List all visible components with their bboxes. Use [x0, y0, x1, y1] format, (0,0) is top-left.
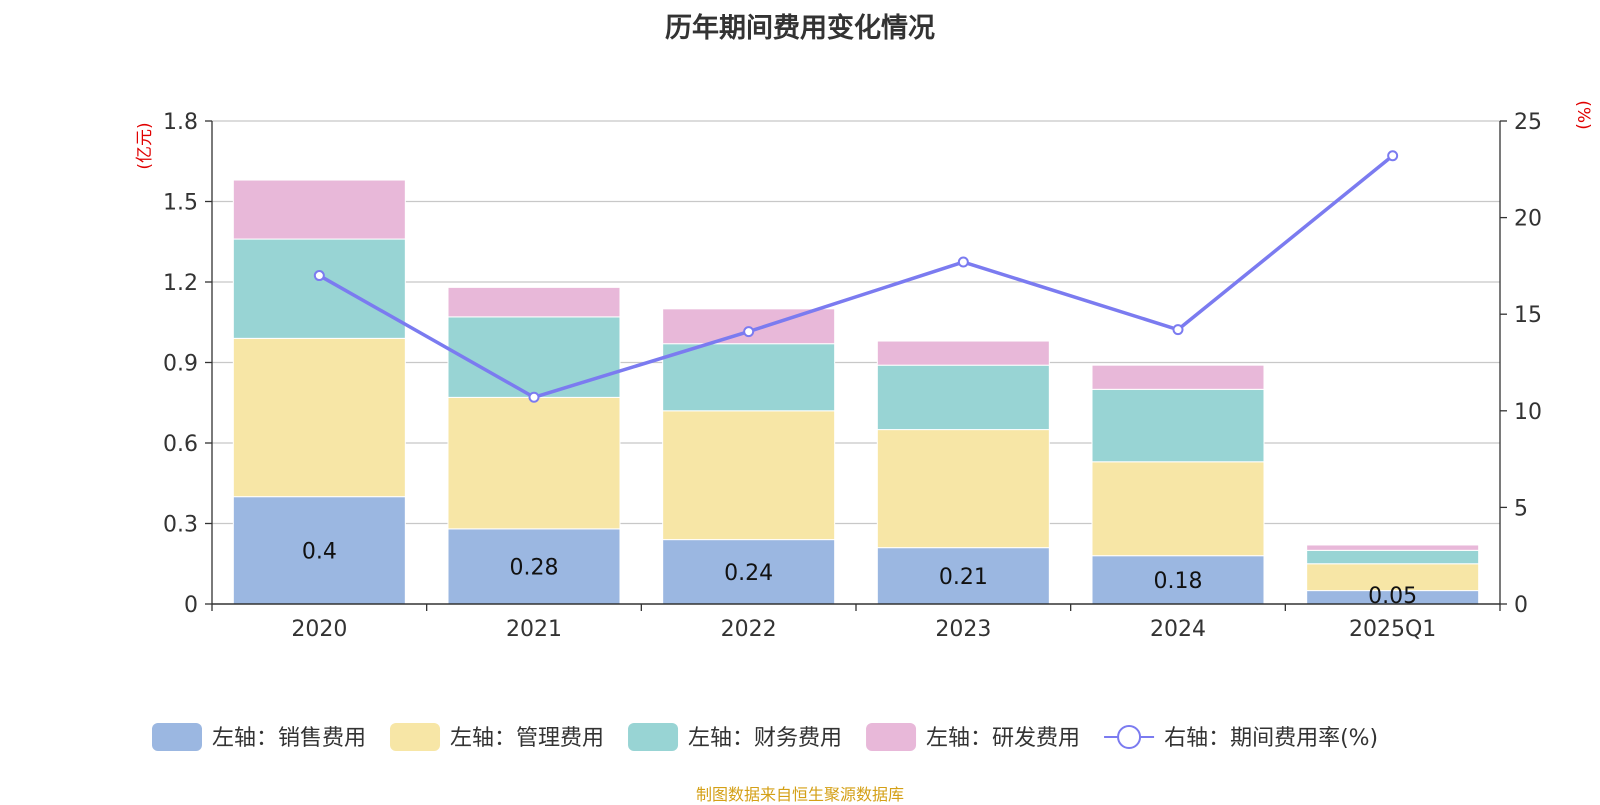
bar-segment	[1091, 461, 1265, 557]
bar-segment	[1306, 563, 1480, 592]
legend-swatch	[866, 723, 917, 751]
bar-data-label: 0.4	[302, 539, 337, 564]
line-point	[528, 391, 540, 403]
legend-label: 左轴：销售费用	[212, 726, 366, 751]
bar-segment	[447, 396, 621, 530]
y-left-tick-label: 1.5	[163, 191, 198, 216]
y-right-tick-label: 15	[1514, 303, 1542, 328]
y-left-tick-label: 0.3	[163, 513, 198, 538]
y-right-tick-label: 10	[1514, 400, 1542, 425]
bar-segment	[232, 337, 406, 498]
y-right-tick-label: 0	[1514, 593, 1528, 618]
bar-segment	[1091, 364, 1265, 390]
chart-title: 历年期间费用变化情况	[665, 13, 935, 44]
bar-segment	[232, 238, 406, 339]
line-point	[957, 256, 969, 268]
bar-data-label: 0.21	[939, 565, 988, 590]
x-tick-label: 2021	[506, 617, 562, 642]
bar-segment	[876, 547, 1050, 605]
x-tick-label: 2023	[935, 617, 991, 642]
legend-label: 左轴：研发费用	[926, 726, 1080, 751]
y-left-tick-label: 1.8	[163, 110, 198, 135]
bar-segment	[232, 179, 406, 240]
x-tick-label: 2022	[721, 617, 777, 642]
y-right-tick-label: 25	[1514, 110, 1542, 135]
y-left-tick-label: 1.2	[163, 271, 198, 296]
legend-swatch	[628, 723, 679, 751]
y-right-unit-label: (%)	[1573, 100, 1593, 129]
line-point	[743, 326, 755, 338]
bar-segment	[1306, 549, 1480, 565]
x-tick-label: 2020	[291, 617, 347, 642]
bar-segment	[1306, 544, 1480, 551]
bar-segment	[447, 528, 621, 605]
x-tick-label: 2025Q1	[1349, 617, 1436, 642]
y-left-tick-label: 0.9	[163, 352, 198, 377]
x-tick-label: 2024	[1150, 617, 1206, 642]
bar-segment	[447, 316, 621, 398]
bar-data-label: 0.05	[1368, 584, 1417, 609]
bar-segment	[447, 286, 621, 318]
legend-swatch	[152, 723, 202, 751]
bar-data-label: 0.24	[724, 561, 773, 586]
legend-label: 右轴：期间费用率(%)	[1164, 726, 1378, 751]
y-left-unit-label: (亿元)	[135, 122, 155, 169]
bar-segment	[662, 343, 836, 412]
bar-segment	[876, 429, 1050, 549]
bar-segment	[1091, 555, 1265, 605]
series-line	[318, 154, 1394, 400]
line-point	[1172, 324, 1184, 336]
y-left-tick-label: 0	[184, 593, 198, 618]
bar-data-label: 0.18	[1154, 569, 1203, 594]
bar-segment	[1091, 388, 1265, 463]
legend-label: 左轴：财务费用	[688, 726, 842, 751]
bar-segment	[876, 340, 1050, 366]
y-left-tick-label: 0.6	[163, 432, 198, 457]
line-point	[313, 270, 325, 282]
line-point	[1387, 150, 1399, 162]
y-right-tick-label: 20	[1514, 207, 1542, 232]
legend-swatch	[390, 723, 441, 751]
bar-data-label: 0.28	[510, 555, 559, 580]
bar-segment	[876, 364, 1050, 431]
legend-label: 左轴：管理费用	[450, 726, 604, 751]
bar-segment	[232, 496, 406, 605]
bar-segment	[662, 410, 836, 541]
y-right-tick-label: 5	[1514, 496, 1528, 521]
source-note: 制图数据来自恒生聚源数据库	[695, 785, 904, 804]
legend-marker-swatch	[1117, 725, 1142, 749]
